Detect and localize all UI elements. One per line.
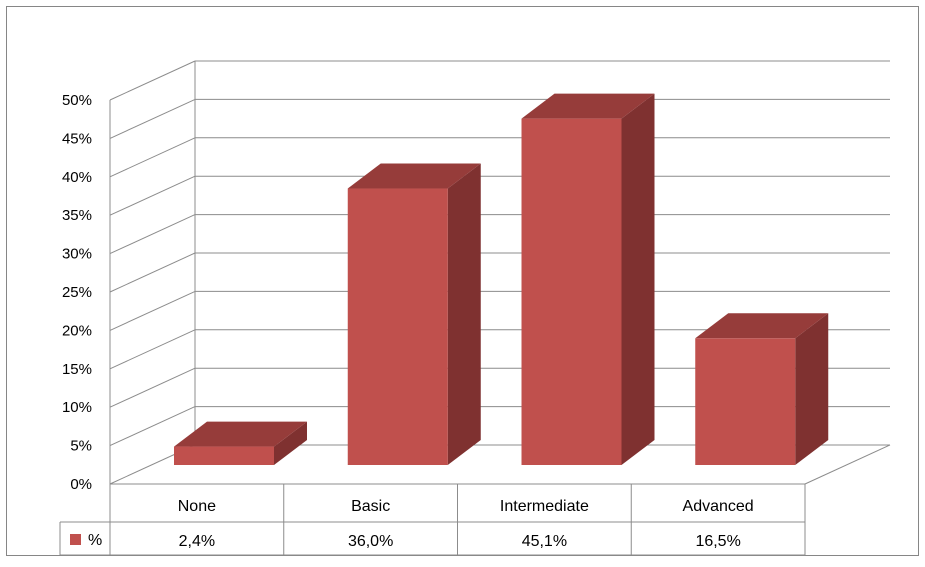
floor-right-edge <box>804 444 891 485</box>
wall-diagonal <box>109 137 196 178</box>
y-tick-label: 30% <box>62 246 92 263</box>
wall-diagonal <box>109 214 196 255</box>
y-tick-label: 10% <box>62 399 92 416</box>
wall-diagonal <box>109 367 196 408</box>
bar[interactable] <box>174 446 274 465</box>
y-tick-label: 25% <box>62 284 92 301</box>
x-category-label: None <box>178 498 216 515</box>
wall-diagonal <box>109 290 196 331</box>
wall-diagonal <box>109 252 196 293</box>
bar-side <box>795 313 829 465</box>
data-table-value: 16,5% <box>695 533 740 550</box>
wall-diagonal <box>109 329 196 370</box>
y-tick-label: 40% <box>62 169 92 186</box>
bar-top <box>695 313 829 339</box>
x-category-label: Basic <box>351 498 390 515</box>
x-category-label: Advanced <box>683 498 754 515</box>
y-tick-label: 20% <box>62 322 92 339</box>
bar-top <box>521 93 655 119</box>
legend-swatch <box>70 534 81 545</box>
wall-diagonal <box>109 406 196 447</box>
legend-label: % <box>88 532 102 549</box>
wall-diagonal <box>109 98 196 139</box>
y-tick-label: 15% <box>62 361 92 378</box>
bar[interactable] <box>695 338 796 465</box>
bar-side <box>621 93 655 465</box>
data-table-value: 2,4% <box>179 533 215 550</box>
data-table-value: 36,0% <box>348 533 393 550</box>
wall-diagonal <box>109 60 196 101</box>
data-table-value: 45,1% <box>522 533 567 550</box>
bar-top <box>174 421 307 447</box>
bar-side <box>274 421 307 465</box>
y-tick-label: 50% <box>62 92 92 109</box>
y-tick-label: 5% <box>70 438 92 455</box>
bar-top <box>347 163 481 189</box>
y-tick-label: 0% <box>70 476 92 493</box>
x-category-label: Intermediate <box>500 498 589 515</box>
bar-side <box>447 163 481 465</box>
y-tick-label: 45% <box>62 130 92 147</box>
y-tick-label: 35% <box>62 207 92 224</box>
bar[interactable] <box>347 188 448 465</box>
bar[interactable] <box>521 118 622 465</box>
wall-diagonal <box>109 175 196 216</box>
